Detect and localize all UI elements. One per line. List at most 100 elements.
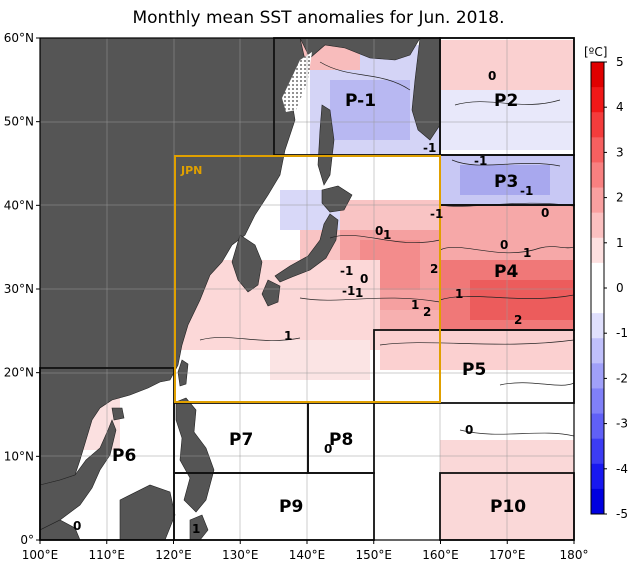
contour-label: 0 — [541, 206, 549, 220]
sakhalin — [317, 104, 335, 186]
contour-label: 2 — [514, 313, 522, 327]
contour-label: 1 — [455, 287, 463, 301]
region-label-p4: P4 — [494, 262, 518, 282]
contour-label: 0 — [73, 519, 81, 533]
longitude-axis: 100°E 110°E 120°E 130°E 140°E 150°E 160°E 170°E… — [22, 540, 589, 562]
okhotsk-coast — [299, 38, 421, 61]
contour-label: 0 — [488, 69, 496, 83]
contour-label: 1 — [284, 329, 292, 343]
contour-value-labels: 0 -1 -1 -1 0 -1 0 1 0 -1 0 1 -1 1 2 1 1 … — [73, 69, 549, 536]
region-label-p6: P6 — [112, 446, 136, 466]
contour-label: -1 — [340, 264, 353, 278]
contour-label: -1 — [342, 284, 355, 298]
lon-tick-label: 150°E — [356, 548, 393, 562]
lat-tick-label: 40°N — [4, 198, 34, 212]
colorbar-tick-label: -3 — [616, 417, 628, 431]
honshu — [274, 213, 339, 283]
colorbar-segment — [591, 162, 604, 189]
colorbar-segment — [591, 237, 604, 264]
region-label-p9: P9 — [279, 497, 303, 517]
colorbar-segment — [591, 413, 604, 440]
colorbar-segment — [591, 338, 604, 364]
hokkaido — [321, 185, 353, 213]
contour-label: 0 — [500, 238, 508, 252]
sulawesi — [189, 514, 209, 540]
lon-tick-label: 110°E — [89, 548, 126, 562]
lon-tick-label: 100°E — [22, 548, 59, 562]
contour-label: 2 — [423, 305, 431, 319]
region-label-p1: P-1 — [345, 91, 376, 111]
contour-label: 1 — [523, 246, 531, 260]
colorbar-segment — [591, 112, 604, 138]
colorbar-tick-label: 4 — [616, 100, 624, 114]
lon-tick-label: 120°E — [155, 548, 192, 562]
contour-label: 1 — [192, 522, 200, 536]
colorbar-segment — [591, 212, 604, 239]
hainan — [111, 407, 125, 421]
colorbar-segment — [591, 488, 604, 515]
region-label-p7: P7 — [229, 430, 253, 450]
indochina — [40, 419, 117, 531]
colorbar-tick-label: -4 — [616, 462, 628, 476]
kyushu — [261, 279, 281, 307]
colorbar-tick-label: -1 — [616, 326, 628, 340]
contour-label: 1 — [411, 298, 419, 312]
colorbar-tick-label: 5 — [616, 55, 624, 69]
contour-label: 1 — [383, 228, 391, 242]
contour-label: 2 — [430, 262, 438, 276]
contour-label: -1 — [423, 141, 436, 155]
colorbar-tick-label: -2 — [616, 371, 628, 385]
colorbar-segment — [591, 463, 604, 490]
region-label-p8: P8 — [329, 430, 353, 450]
colorbar-tick-labels: 5 4 3 2 1 0 -1 -2 -3 -4 -5 — [604, 55, 628, 521]
lon-tick-label: 140°E — [289, 548, 326, 562]
region-label-p5: P5 — [462, 360, 486, 380]
lon-tick-label: 160°E — [422, 548, 459, 562]
contour-label: 1 — [355, 286, 363, 300]
contour-label: 0 — [360, 272, 368, 286]
contour-label: 0 — [375, 224, 383, 238]
map-title: Monthly mean SST anomalies for Jun. 2018… — [132, 8, 505, 28]
region-label-p3: P3 — [494, 172, 518, 192]
lat-tick-label: 0° — [20, 533, 34, 547]
colorbar-segment — [591, 62, 604, 88]
colorbar-segment — [591, 262, 604, 289]
lat-tick-label: 10°N — [4, 449, 34, 463]
colorbar-segment — [591, 313, 604, 339]
contour-label: 0 — [324, 442, 332, 456]
contour-label: 0 — [465, 423, 473, 437]
contour-label: -1 — [474, 154, 487, 168]
colorbar-segment — [591, 288, 604, 314]
philippines — [175, 397, 215, 513]
lat-tick-label: 50°N — [4, 115, 34, 129]
colorbar-segment — [591, 363, 604, 389]
borneo — [119, 484, 176, 540]
no-data-patch — [282, 52, 312, 112]
colorbar-tick-label: -5 — [616, 507, 628, 521]
lon-tick-label: 180° — [560, 548, 589, 562]
map-body — [40, 38, 574, 540]
lon-tick-label: 170°E — [489, 548, 526, 562]
malaya — [40, 519, 81, 540]
latitude-axis: 0° 10°N 20°N 30°N 40°N 50°N 60°N — [4, 31, 40, 547]
box-jpn[interactable] — [174, 155, 441, 403]
region-label-p10: P10 — [490, 497, 526, 517]
colorbar-tick-label: 3 — [616, 145, 624, 159]
colorbar-tick-label: 2 — [616, 191, 624, 205]
jpn-label: JPN — [180, 164, 202, 177]
contour-label: -1 — [520, 184, 533, 198]
lat-tick-label: 20°N — [4, 366, 34, 380]
colorbar-tick-label: 0 — [616, 281, 624, 295]
colorbar-segment — [591, 137, 604, 163]
region-label-p2: P2 — [494, 91, 518, 111]
colorbar — [590, 61, 605, 515]
lat-tick-label: 60°N — [4, 31, 34, 45]
colorbar-tick-label: 1 — [616, 236, 624, 250]
contour-label: -1 — [430, 207, 443, 221]
lat-tick-label: 30°N — [4, 282, 34, 296]
colorbar-segment — [591, 87, 604, 113]
region-labels: P-1 P2 P3 P4 P5 P6 P7 P8 P9 P10 — [112, 91, 526, 517]
colorbar-segment — [591, 388, 604, 415]
colorbar-segment — [591, 438, 604, 465]
